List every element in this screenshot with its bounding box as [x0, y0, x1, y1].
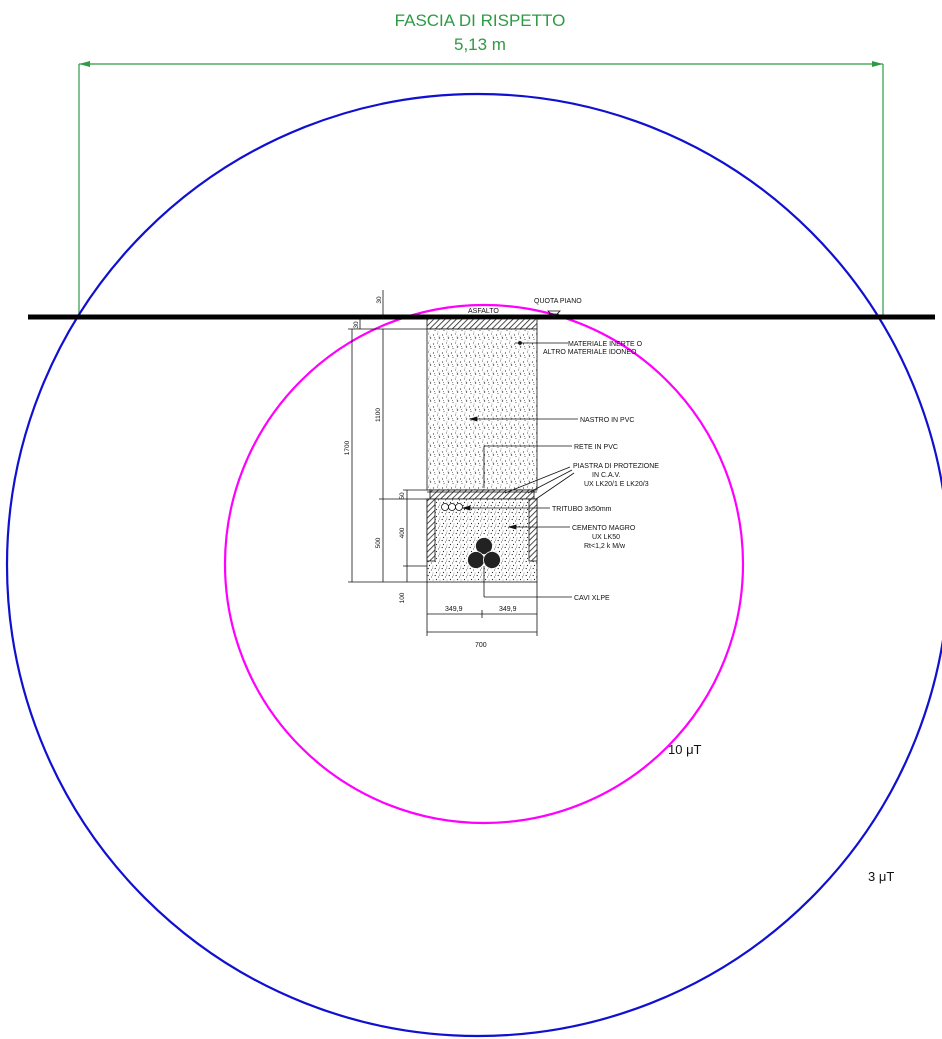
dim-width-label: 700 — [475, 642, 487, 649]
conduit-tube — [441, 503, 449, 511]
callout-fill-line1: MATERIALE INERTE O — [568, 341, 643, 348]
dimension-arrow-left — [79, 61, 90, 67]
horizontal-dimension-labels: 349,9 349,9 700 — [445, 606, 517, 649]
callout-concrete-line3: Rt<1,2 k M/w — [584, 543, 626, 550]
level-label: QUOTA PIANO — [534, 298, 582, 305]
callout-plate-line1: PIASTRA DI PROTEZIONE — [573, 463, 659, 470]
callout-fill-line2: ALTRO MATERIALE IDONEO — [543, 349, 637, 356]
leader-plate-b — [527, 469, 573, 494]
protection-plate — [429, 489, 535, 500]
horizontal-dimensions — [426, 582, 538, 636]
dim-1700-label: 1700 — [344, 440, 351, 455]
leader-arrow — [507, 524, 517, 530]
leader-plate-c — [535, 472, 575, 500]
callout-concrete-line2: UX LK50 — [592, 534, 620, 541]
vertical-dimension-labels: 30 30 1700 1100 50 400 500 100 — [344, 296, 406, 603]
buffer-width-value: 5,13 m — [454, 35, 506, 54]
dim-50-label: 50 — [399, 492, 406, 500]
cable-core — [475, 537, 493, 555]
ring-10-label: 10 μT — [668, 742, 702, 757]
callout-concrete-line1: CEMENTO MAGRO — [572, 525, 636, 532]
dim-half-left-label: 349,9 — [445, 606, 463, 613]
cable-trefoil — [467, 537, 501, 569]
callout-tape: NASTRO IN PVC — [580, 417, 634, 424]
dim-400-label: 400 — [399, 527, 406, 538]
dim-500-label: 500 — [375, 537, 382, 548]
dim-half-right-label: 349,9 — [499, 606, 517, 613]
side-wall-right — [528, 498, 538, 562]
dim-30-low-label: 30 — [353, 321, 360, 329]
dim-1100-label: 1100 — [375, 408, 382, 422]
surface-label: ASFALTO — [468, 308, 499, 315]
leader-arrow — [468, 416, 478, 422]
backfill-layer — [426, 328, 538, 491]
ring-3-microtesla — [6, 93, 942, 1037]
callout-cables: CAVI XLPE — [574, 595, 610, 602]
callout-leaders — [461, 341, 578, 598]
cable-core — [483, 551, 501, 569]
leader-plate-a — [504, 466, 571, 494]
side-wall-left — [426, 498, 436, 562]
callout-plate-line2: IN C.A.V. — [592, 472, 621, 479]
callout-labels: MATERIALE INERTE O ALTRO MATERIALE IDONE… — [543, 341, 659, 602]
buffer-dimension — [78, 61, 884, 317]
dim-30-top-label: 30 — [376, 296, 383, 304]
conduit-tube — [448, 503, 456, 511]
trench-section: ASFALTO QUOTA PIANO — [426, 298, 582, 583]
dim-100-label: 100 — [399, 592, 406, 603]
ring-3-label: 3 μT — [868, 869, 894, 884]
diagram-title: FASCIA DI RISPETTO — [395, 11, 566, 30]
callout-conduit: TRITUBO 3x50mm — [552, 506, 612, 513]
conduit-group — [441, 503, 463, 511]
cable-core — [467, 551, 485, 569]
vertical-dimensions — [348, 290, 427, 583]
leader-dot — [518, 341, 522, 345]
leader-arrow — [461, 505, 471, 511]
callout-mesh: RETE IN PVC — [574, 444, 618, 451]
callout-plate-line3: UX LK20/1 E LK20/3 — [584, 481, 649, 488]
conduit-tube — [455, 503, 463, 511]
asphalt-layer — [426, 318, 538, 330]
dimension-arrow-right — [872, 61, 883, 67]
ring-10-microtesla — [223, 303, 745, 825]
